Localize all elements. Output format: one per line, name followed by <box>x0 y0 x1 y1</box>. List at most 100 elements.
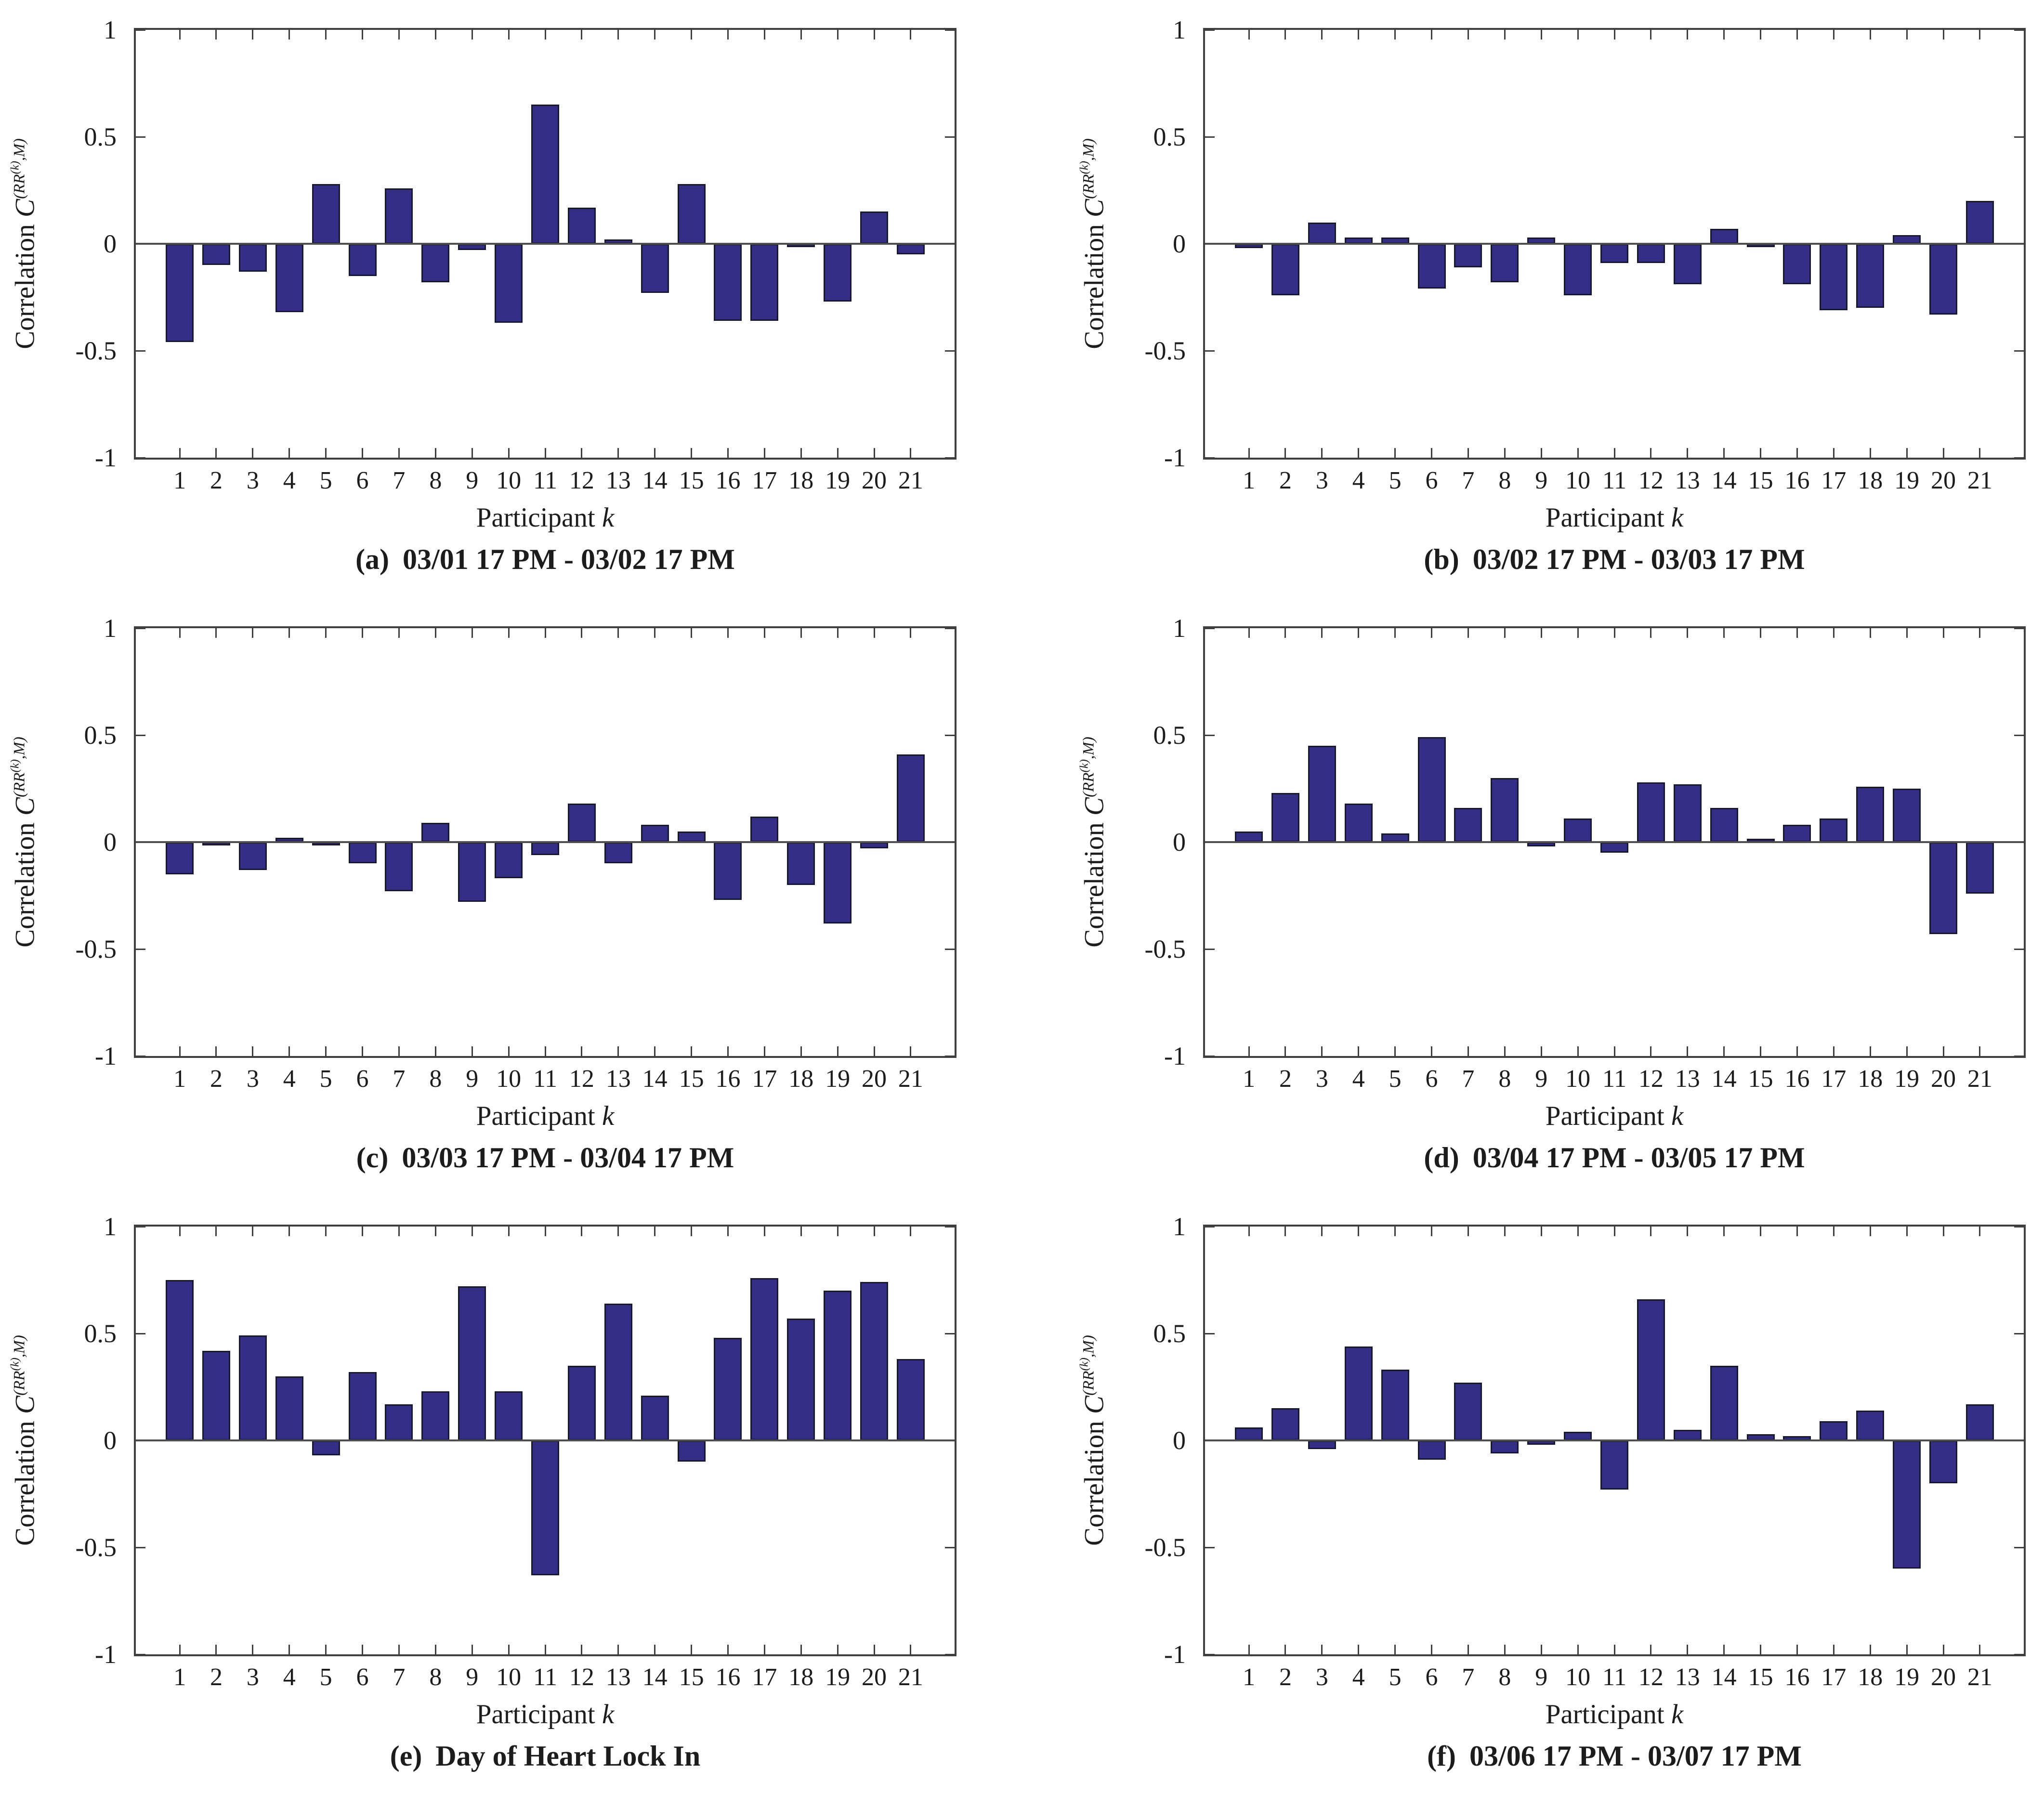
x-tick-mark <box>654 1645 656 1654</box>
bar-participant-18 <box>1856 786 1885 842</box>
caption-index-label: (c) <box>356 1142 389 1174</box>
bar-participant-11 <box>531 105 559 244</box>
y-axis-label-superscript: (RR(k),M) <box>8 138 28 199</box>
x-tick-label: 12 <box>1638 1663 1664 1691</box>
y-tick-mark <box>136 1226 145 1227</box>
y-tick-mark <box>1205 627 1215 629</box>
x-tick-label: 17 <box>752 1663 777 1691</box>
y-tick-mark <box>945 29 955 31</box>
x-tick-mark <box>1577 448 1579 458</box>
subplot-caption-f: (f) 03/06 17 PM - 03/07 17 PM <box>1205 1739 2024 1773</box>
x-tick-label: 2 <box>1279 467 1292 494</box>
x-tick-label: 13 <box>605 467 631 494</box>
y-tick-mark <box>136 948 145 950</box>
y-tick-label: 0.5 <box>1153 122 1186 151</box>
subplot-d: 1 0.5 0 -0.5 -1 1 2 3 4 5 6 7 8 9 10 11 12 13 14 15 16 17 18 19… <box>1022 598 2044 1197</box>
x-tick-mark <box>727 628 729 638</box>
subplot-caption-e: (e) Day of Heart Lock In <box>136 1739 955 1773</box>
bar-participant-3 <box>1308 222 1336 244</box>
bar-participant-8 <box>421 1391 450 1440</box>
bar-participant-9 <box>458 1286 486 1440</box>
x-tick-mark <box>727 1645 729 1654</box>
x-tick-label: 20 <box>862 1065 887 1093</box>
x-tick-mark <box>1760 448 1762 458</box>
bar-participant-7 <box>385 188 413 244</box>
x-tick-label: 8 <box>429 1663 442 1691</box>
x-axis-label-text: Participant <box>476 1101 602 1131</box>
x-tick-mark <box>1321 448 1323 458</box>
y-axis-label-superscript: (RR(k),M) <box>1077 138 1097 199</box>
x-tick-label: 11 <box>533 467 558 494</box>
x-tick-mark <box>1248 628 1250 638</box>
x-tick-mark <box>1906 448 1908 458</box>
x-tick-mark <box>1394 1227 1396 1236</box>
x-tick-label: 17 <box>752 1065 777 1093</box>
x-tick-label: 18 <box>1858 1065 1883 1093</box>
caption-index-label: (b) <box>1424 543 1459 575</box>
x-tick-mark <box>508 1227 510 1236</box>
x-tick-label: 15 <box>679 467 704 494</box>
x-tick-mark <box>362 1227 364 1236</box>
x-tick-mark <box>763 1046 765 1056</box>
x-tick-mark <box>1540 1227 1542 1236</box>
x-tick-label: 6 <box>356 1663 369 1691</box>
y-tick-label: 1 <box>104 614 117 643</box>
x-tick-mark <box>800 1227 802 1236</box>
x-tick-label: 16 <box>1784 467 1810 494</box>
x-tick-label: 4 <box>283 1663 296 1691</box>
x-tick-mark <box>1942 1046 1944 1056</box>
y-axis-label-sup-k: (k) <box>8 161 22 174</box>
bar-participant-13 <box>1673 244 1702 285</box>
y-tick-mark <box>945 627 955 629</box>
x-tick-mark <box>1540 448 1542 458</box>
x-tick-mark <box>691 30 693 40</box>
y-axis-label-sup-k: (k) <box>8 759 22 773</box>
x-tick-mark <box>252 1645 254 1654</box>
bar-participant-7 <box>1454 807 1482 842</box>
y-tick-mark <box>136 734 145 736</box>
x-tick-label: 4 <box>1352 1663 1365 1691</box>
x-tick-label: 16 <box>715 1065 741 1093</box>
bar-participant-12 <box>1637 782 1665 842</box>
x-tick-mark <box>1467 30 1469 40</box>
x-tick-label: 19 <box>1894 1663 1920 1691</box>
bar-participant-16 <box>1783 825 1811 842</box>
x-tick-mark <box>1979 1046 1981 1056</box>
x-tick-label: 19 <box>1894 1065 1920 1093</box>
bar-participant-5 <box>312 1440 340 1456</box>
subplot-a: 1 0.5 0 -0.5 -1 1 2 3 4 5 6 7 8 9 10 11 12 13 14 15 16 17 18 19… <box>0 0 1022 598</box>
x-tick-mark <box>654 30 656 40</box>
y-tick-mark <box>945 1653 955 1655</box>
x-tick-mark <box>1869 1046 1871 1056</box>
y-tick-label: 1 <box>1173 1212 1186 1241</box>
x-tick-mark <box>837 628 839 638</box>
y-tick-label: 0 <box>1173 1426 1186 1455</box>
x-tick-label: 5 <box>1389 1663 1402 1691</box>
x-tick-label: 16 <box>715 467 741 494</box>
x-tick-mark <box>1248 30 1250 40</box>
bar-participant-3 <box>238 842 267 870</box>
bar-participant-20 <box>860 211 889 244</box>
x-tick-mark <box>727 1046 729 1056</box>
x-tick-mark <box>691 448 693 458</box>
x-tick-mark <box>763 1227 765 1236</box>
x-tick-label: 12 <box>569 1065 594 1093</box>
plot-area-a <box>134 28 956 460</box>
x-tick-label: 4 <box>283 467 296 494</box>
y-tick-label: -0.5 <box>75 1533 117 1562</box>
x-tick-mark <box>1796 1046 1798 1056</box>
bar-participant-18 <box>1856 244 1885 308</box>
x-tick-mark <box>1942 1227 1944 1236</box>
bar-participant-8 <box>1491 778 1519 842</box>
bar-participant-20 <box>1929 1440 1958 1483</box>
x-tick-mark <box>544 1227 546 1236</box>
x-tick-mark <box>581 30 583 40</box>
x-tick-label: 9 <box>466 467 479 494</box>
bar-participant-3 <box>238 1335 267 1440</box>
zero-baseline <box>1205 243 2024 245</box>
y-tick-label: 1 <box>1173 15 1186 44</box>
y-axis-label-superscript: (RR(k),M) <box>8 737 28 797</box>
x-tick-mark <box>1906 1227 1908 1236</box>
x-tick-mark <box>910 628 912 638</box>
y-tick-label: 0 <box>1173 229 1186 258</box>
